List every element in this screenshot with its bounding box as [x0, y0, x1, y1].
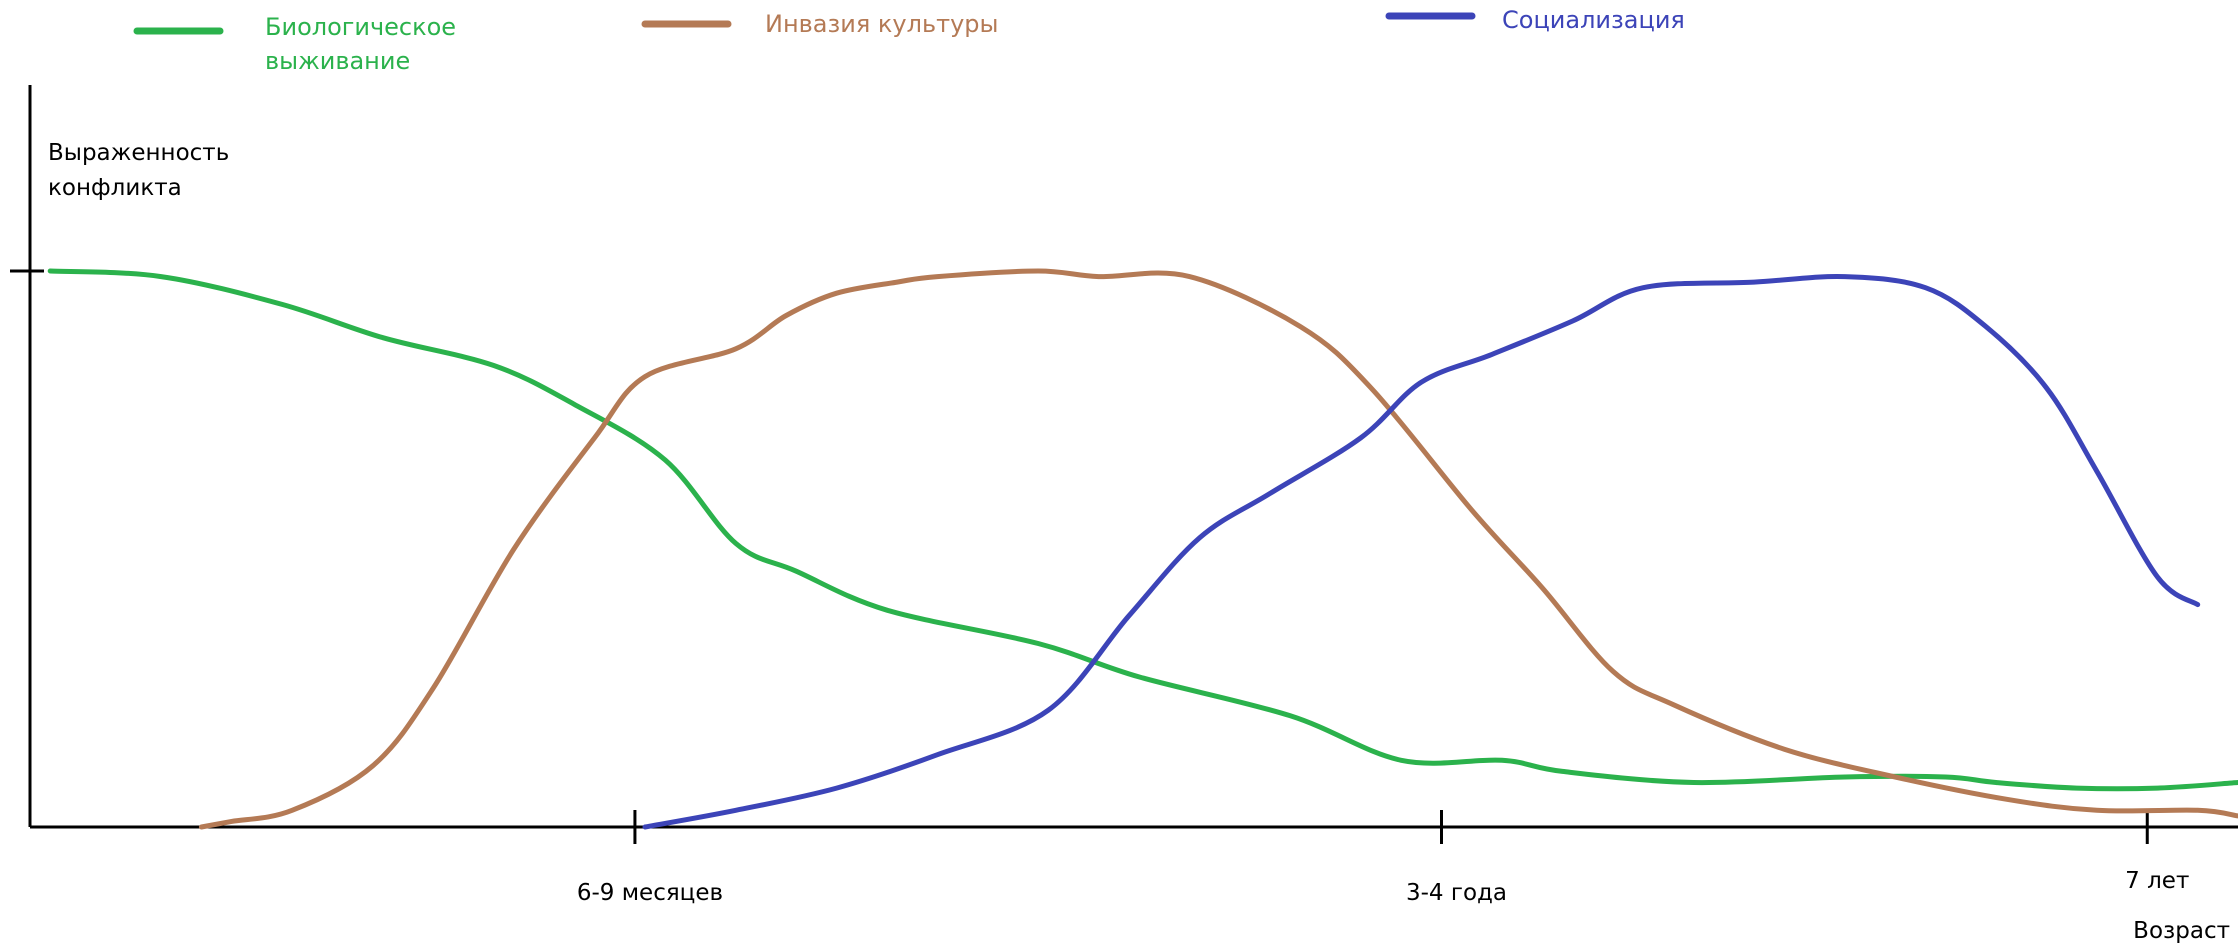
- x-ticks: 6-9 месяцев 3-4 года 7 лет: [577, 810, 2190, 906]
- series-group: [50, 271, 2238, 827]
- x-tick-label: 7 лет: [2125, 868, 2189, 894]
- series-line-3: [645, 276, 2198, 827]
- x-tick-label: 3-4 года: [1406, 880, 1507, 906]
- y-axis-label-line-1: Выраженность: [48, 140, 229, 166]
- x-tick-label: 6-9 месяцев: [577, 880, 723, 906]
- legend-label-2: Инвазия культуры: [765, 10, 998, 38]
- y-axis-label-line-2: конфликта: [48, 175, 182, 201]
- x-axis-label: Возраст: [2133, 918, 2230, 944]
- legend: Биологическое выживание Инвазия культуры Со…: [137, 6, 1685, 75]
- legend-label-3: Социализация: [1502, 6, 1685, 34]
- legend-label-1: выживание: [265, 47, 410, 75]
- series-line-2: [201, 271, 2238, 827]
- series-line-1: [50, 271, 2238, 789]
- legend-label-1: Биологическое: [265, 13, 456, 41]
